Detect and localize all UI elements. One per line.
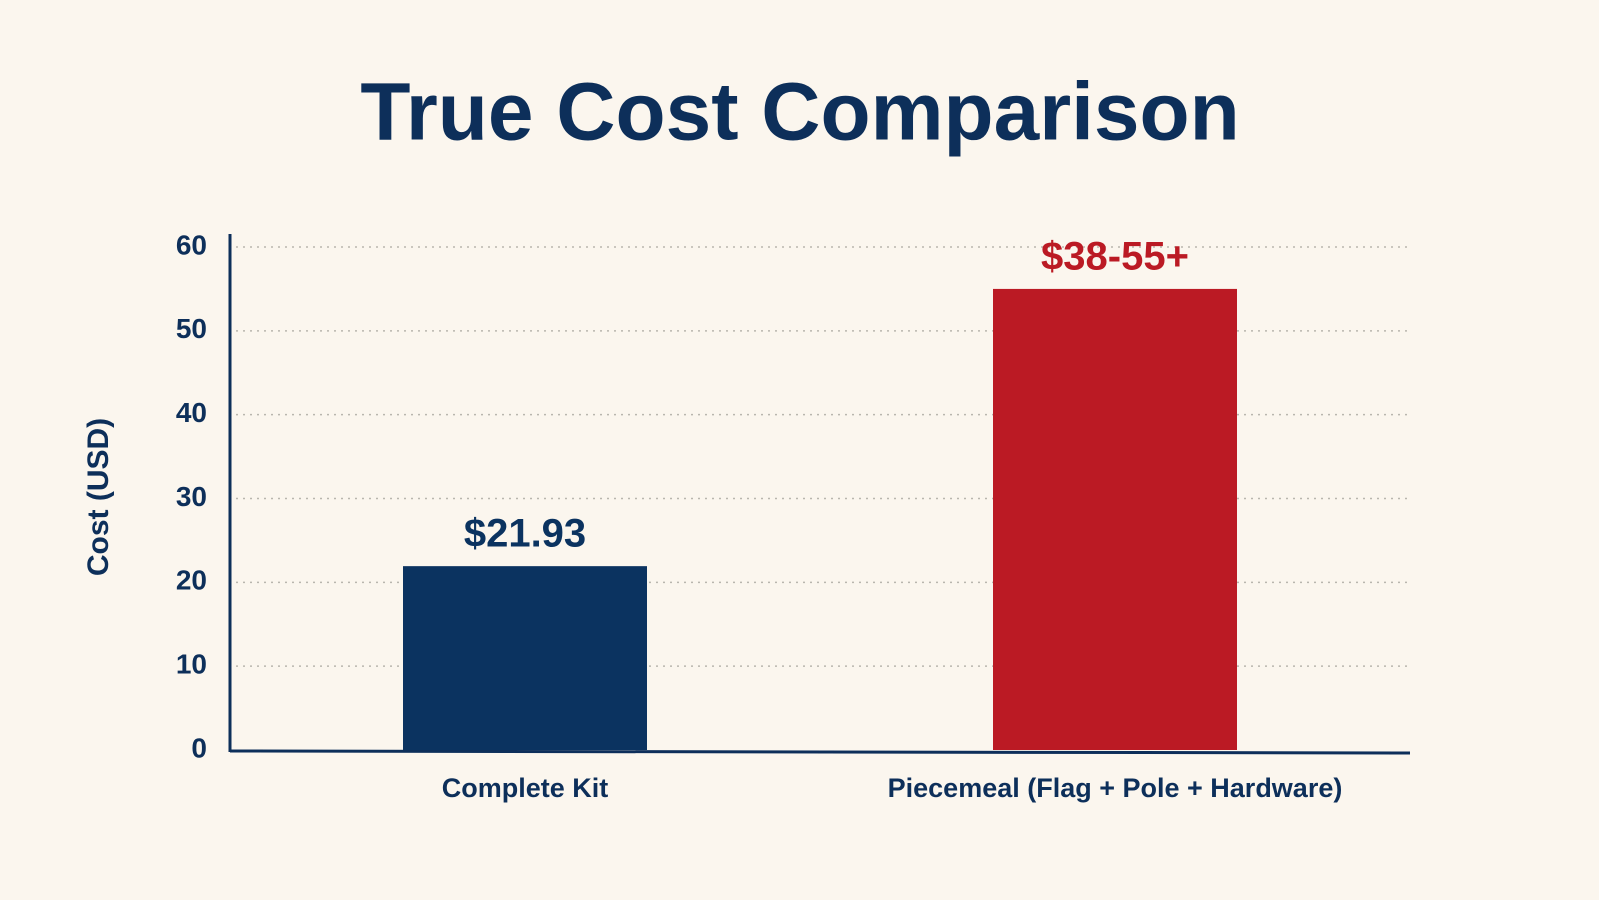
y-axis-label: Cost (USD)	[82, 418, 115, 576]
x-tick-label: Piecemeal (Flag + Pole + Hardware)	[888, 773, 1343, 803]
y-tick-label: 0	[191, 732, 207, 763]
bar	[403, 566, 647, 750]
value-label: $21.93	[464, 512, 586, 556]
y-tick-label: 40	[176, 397, 207, 428]
y-tick-label: 30	[176, 481, 207, 512]
y-tick-label: 50	[176, 313, 207, 344]
value-label: $38-55+	[1041, 234, 1189, 278]
x-tick-label: Complete Kit	[442, 773, 609, 803]
y-tick-label: 60	[176, 229, 207, 260]
bar	[993, 288, 1237, 750]
chart-title: True Cost Comparison	[360, 67, 1239, 158]
y-tick-label: 10	[176, 649, 207, 680]
x-axis	[229, 749, 1411, 755]
y-tick-label: 20	[176, 565, 207, 596]
